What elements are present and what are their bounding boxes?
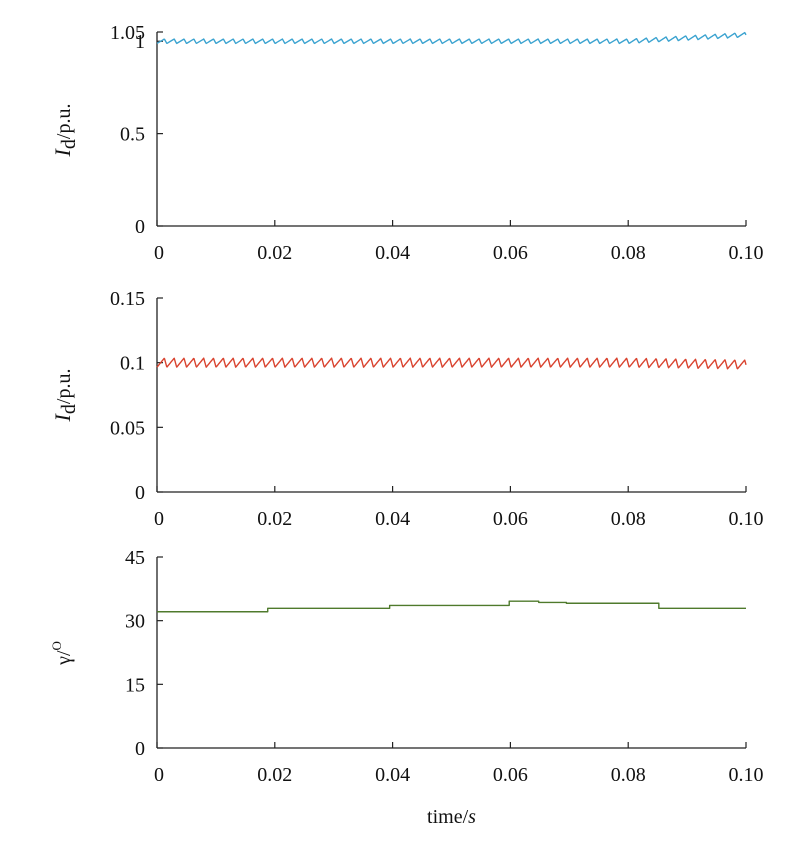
x-tick-label: 0.08 — [611, 764, 646, 786]
y-axis-label: Id/p.u. — [50, 104, 80, 158]
x-axis-label: time/s — [427, 806, 476, 828]
x-tick-label: 0 — [154, 508, 164, 530]
y-axis-label: γ/O — [49, 641, 75, 666]
x-tick-label: 0.02 — [257, 508, 292, 530]
x-tick-label: 0.10 — [729, 508, 764, 530]
y-tick-label: 0.05 — [110, 417, 145, 439]
y-tick-label: 0 — [135, 482, 145, 504]
y-tick-label: 0.5 — [120, 124, 145, 146]
y-label-sub: d — [58, 404, 80, 414]
y-tick-label: 1.05 — [110, 22, 145, 44]
x-tick-label: 0.06 — [493, 508, 528, 530]
panel-id-current-1: 0 0.02 0.04 0.06 0.08 0.10 0 0.5 11.05 Id/p.u. — [50, 22, 764, 264]
x-tick-label: 0.08 — [611, 242, 646, 264]
x-tick-label: 0.02 — [257, 764, 292, 786]
y-axis-label: Id/p.u. — [50, 369, 80, 423]
series-line — [157, 600, 746, 613]
x-tick-label: 0.10 — [729, 242, 764, 264]
x-tick-label: 0 — [154, 764, 164, 786]
series-line — [156, 357, 747, 370]
y-tick-label: 0 — [135, 738, 145, 760]
y-label-main: I — [50, 147, 75, 157]
y-tick-label: 30 — [125, 611, 145, 633]
series-line — [156, 31, 747, 45]
y-label-main: γ/ — [53, 650, 75, 666]
y-label-rest: /p.u. — [53, 104, 75, 140]
y-label-sup: O — [49, 641, 64, 650]
y-tick-label: 0 — [135, 216, 145, 238]
y-label-sub: d — [58, 139, 80, 149]
x-tick-label: 0.04 — [375, 508, 410, 530]
x-label-italic: s — [468, 806, 476, 828]
x-tick-label: 0.10 — [729, 764, 764, 786]
y-label-main: I — [50, 412, 75, 422]
y-tick-label: 0.15 — [110, 288, 145, 310]
x-tick-label: 0 — [154, 242, 164, 264]
y-tick-label: 1 — [135, 31, 145, 53]
x-tick-label: 0.08 — [611, 508, 646, 530]
y-label-rest: /p.u. — [53, 369, 75, 405]
x-label-main: time/ — [427, 806, 469, 828]
panel-id-current-2: 0 0.02 0.04 0.06 0.08 0.10 0 0.05 0.1 0.15 Id/p.u. — [50, 288, 764, 530]
x-tick-label: 0.02 — [257, 242, 292, 264]
y-tick-label: 15 — [125, 674, 145, 696]
x-tick-label: 0.04 — [375, 764, 410, 786]
x-tick-label: 0.06 — [493, 764, 528, 786]
y-tick-label: 0.1 — [120, 353, 145, 375]
y-tick-label: 45 — [125, 547, 145, 569]
x-tick-label: 0.06 — [493, 242, 528, 264]
x-tick-label: 0.04 — [375, 242, 410, 264]
